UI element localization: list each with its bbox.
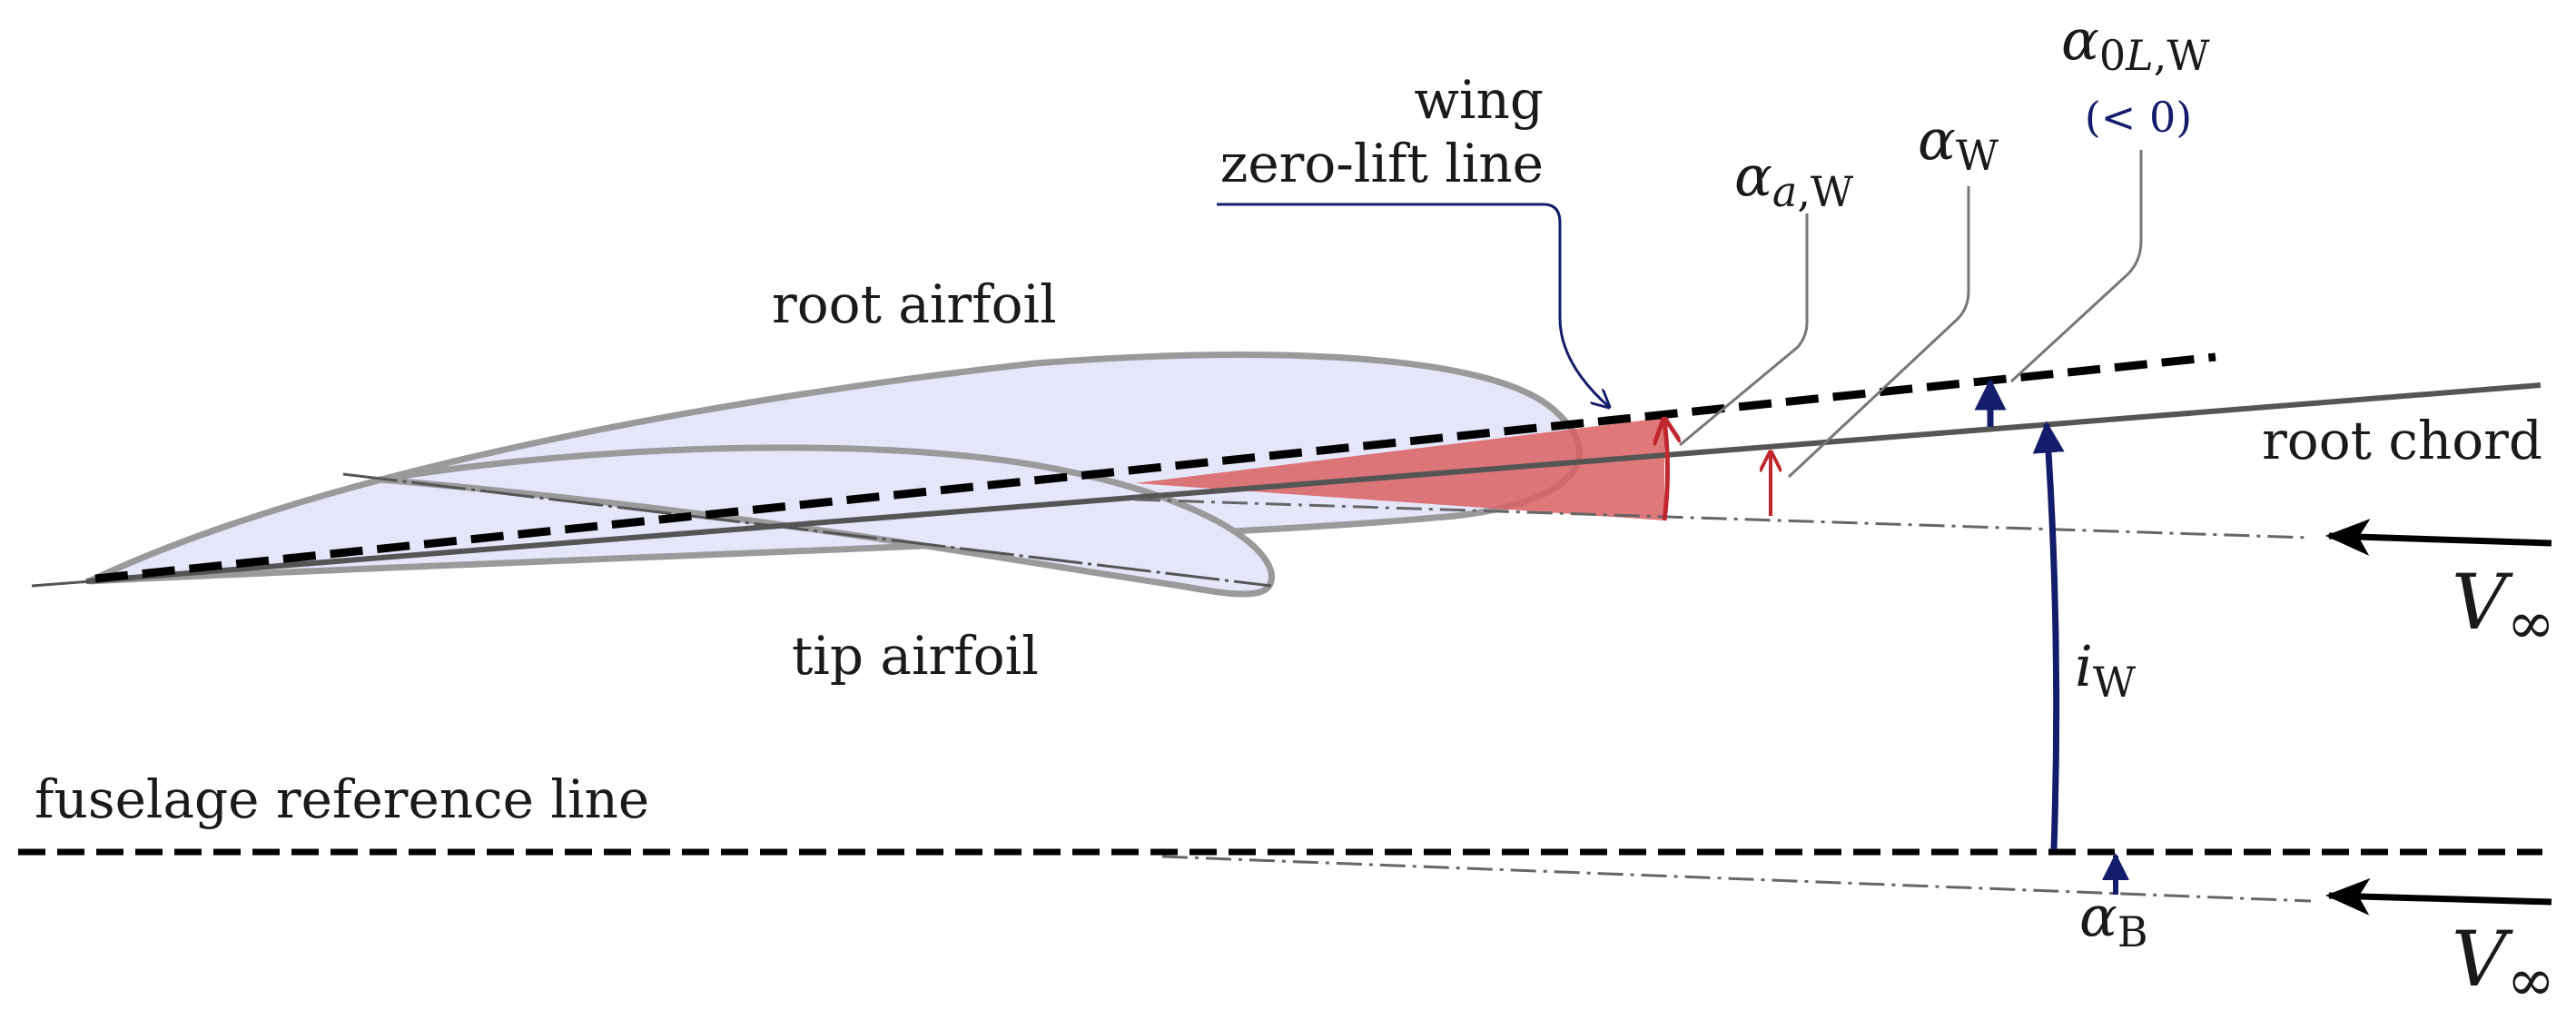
freestream-arrow-upper bbox=[2324, 519, 2552, 556]
i-w-arc bbox=[2032, 421, 2065, 850]
fuselage-reference-line-label: fuselage reference line bbox=[35, 768, 649, 830]
zero-lift-line-label: zero-lift line bbox=[1220, 133, 1544, 194]
alpha-w-label: αW bbox=[1918, 106, 1999, 180]
alpha-a-w-leader bbox=[1679, 213, 1809, 447]
wing-label: wing bbox=[1414, 69, 1544, 131]
alpha-w-leader bbox=[1787, 186, 1970, 479]
wing-zero-lift-line bbox=[94, 352, 2216, 583]
alpha-0l-w-label: α0L,W bbox=[2061, 6, 2210, 80]
angle-of-attack-region bbox=[1135, 418, 1664, 520]
tip-airfoil-label: tip airfoil bbox=[792, 625, 1039, 687]
alpha-0l-w-leader bbox=[2009, 150, 2143, 383]
root-chord-extension bbox=[31, 579, 92, 588]
root-chord-label: root chord bbox=[2262, 410, 2542, 471]
freestream-arrow-lower bbox=[2324, 877, 2552, 916]
i-w-label: iW bbox=[2075, 633, 2137, 707]
zero-lift-leader bbox=[1217, 203, 1609, 407]
alpha-0l-w-note: (< 0) bbox=[2085, 93, 2192, 142]
freestream-line-upper bbox=[1134, 498, 2312, 540]
alpha-a-w-label: αa,W bbox=[1734, 143, 1854, 216]
freestream-line-lower bbox=[1161, 855, 2312, 903]
alpha-a-w-arc bbox=[1664, 420, 1668, 521]
alpha-b-label: αB bbox=[2079, 883, 2148, 956]
tip-chord-line bbox=[342, 472, 1272, 588]
v-inf-upper-label: V∞ bbox=[2452, 558, 2555, 658]
root-airfoil-label: root airfoil bbox=[772, 273, 1057, 335]
root-chord-line bbox=[85, 382, 2541, 584]
v-inf-lower-label: V∞ bbox=[2452, 915, 2555, 1015]
